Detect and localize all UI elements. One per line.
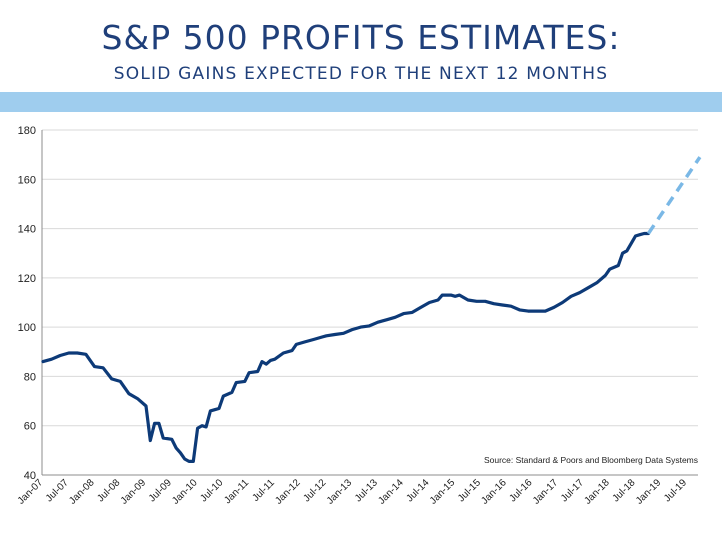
x-tick-label: Jul-14	[404, 477, 431, 504]
source-note: Source: Standard & Poors and Bloomberg D…	[484, 455, 698, 465]
y-tick-label: 120	[18, 273, 36, 285]
y-tick-label: 40	[24, 470, 36, 482]
tick-labels: 406080100120140160180Jan-07Jul-07Jan-08J…	[16, 125, 690, 507]
y-tick-label: 60	[24, 421, 36, 433]
x-tick-label: Jan-16	[479, 477, 509, 507]
x-tick-label: Jul-07	[44, 477, 71, 504]
x-tick-label: Jul-09	[147, 477, 174, 504]
page-title: S&P 500 PROFITS ESTIMATES:	[101, 18, 621, 57]
x-tick-label: Jan-08	[67, 477, 97, 507]
series-lines	[41, 156, 702, 463]
x-tick-label: Jan-13	[325, 477, 355, 507]
x-tick-label: Jan-11	[222, 477, 251, 506]
x-tick-label: Jul-16	[508, 477, 535, 504]
x-tick-label: Jan-12	[273, 477, 303, 507]
y-tick-label: 160	[18, 174, 36, 186]
x-tick-label: Jul-13	[353, 477, 380, 504]
x-tick-label: Jul-17	[559, 477, 586, 504]
x-tick-label: Jul-19	[662, 477, 689, 504]
x-tick-label: Jul-12	[301, 477, 328, 504]
x-tick-label: Jan-17	[531, 477, 561, 507]
x-tick-label: Jan-19	[634, 477, 664, 507]
projection-line	[646, 156, 702, 235]
y-tick-label: 80	[24, 371, 36, 383]
x-tick-label: Jul-15	[456, 477, 483, 504]
page-subtitle: SOLID GAINS EXPECTED FOR THE NEXT 12 MON…	[113, 64, 609, 84]
header-band	[0, 92, 722, 112]
x-tick-label: Jan-18	[582, 477, 612, 507]
x-tick-label: Jan-14	[376, 477, 406, 507]
y-tick-label: 100	[18, 322, 36, 334]
grid-lines	[42, 129, 698, 427]
x-tick-label: Jul-10	[198, 477, 225, 504]
axes	[41, 130, 698, 476]
x-tick-label: Jan-09	[119, 477, 149, 507]
actual-estimates-line	[41, 231, 650, 463]
x-tick-label: Jan-10	[170, 477, 200, 507]
x-tick-label: Jul-18	[611, 477, 638, 504]
y-tick-label: 180	[18, 125, 36, 137]
y-tick-label: 140	[18, 224, 36, 236]
x-tick-label: Jan-15	[428, 477, 458, 507]
x-tick-label: Jul-08	[95, 477, 122, 504]
